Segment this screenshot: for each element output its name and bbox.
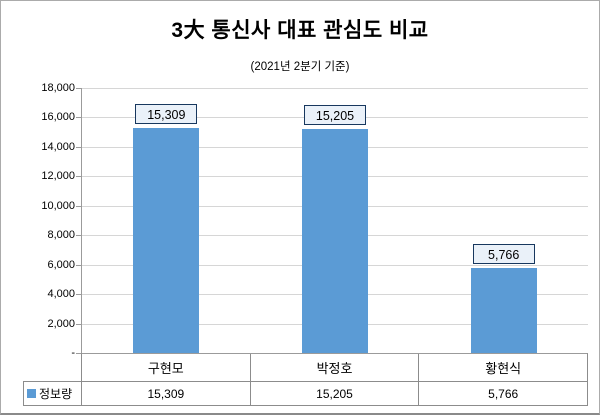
category-cell: 구현모 — [82, 354, 251, 381]
gridline — [82, 88, 588, 89]
chart-subtitle: (2021년 2분기 기준) — [250, 61, 350, 73]
y-axis-label: 4,000 — [47, 288, 75, 301]
y-axis-label: 16,000 — [41, 111, 75, 124]
bar — [302, 129, 368, 353]
plot-area: 15,309 15,205 5,766 — [81, 88, 588, 354]
chart-title: 3大 통신사 대표 관심도 비교 — [171, 19, 429, 42]
y-axis-tick — [76, 88, 81, 89]
y-axis-tick — [76, 264, 81, 266]
value-label: 15,205 — [304, 105, 366, 126]
category-cell: 박정호 — [251, 354, 420, 381]
y-axis-tick — [76, 353, 81, 354]
y-axis-tick — [76, 176, 81, 178]
y-axis-label: 14,000 — [41, 140, 75, 153]
value-cell: 15,309 — [82, 382, 251, 405]
value-cell: 5,766 — [488, 386, 519, 401]
y-axis-tick — [76, 146, 81, 148]
y-axis-label: 12,000 — [41, 170, 75, 183]
y-axis-label: 6,000 — [47, 258, 75, 271]
legend-label: 정보량 — [39, 387, 73, 401]
y-axis-label: - — [71, 347, 75, 359]
value-cell: 15,205 — [251, 382, 420, 405]
value-label: 5,766 — [472, 244, 535, 265]
y-axis-tick — [76, 294, 81, 296]
y-axis-label: 2,000 — [47, 317, 75, 330]
y-axis-tick — [76, 117, 81, 119]
y-axis-label: 18,000 — [41, 82, 75, 94]
y-axis-tick — [76, 235, 81, 237]
y-axis-tick — [76, 323, 81, 325]
bar — [470, 268, 537, 353]
bar — [133, 127, 200, 353]
y-axis-tick — [76, 205, 81, 207]
legend-cell: 정보량 — [24, 382, 82, 405]
y-axis-label: 8,000 — [47, 229, 75, 242]
legend-swatch-icon — [27, 389, 36, 398]
category-cell: 황현식 — [485, 361, 522, 376]
x-axis-category-row: 구현모 박정호 황현식 — [81, 353, 588, 382]
data-table-row: 정보량 15,309 15,205 5,766 — [23, 381, 588, 406]
value-label: 15,309 — [135, 103, 198, 124]
y-axis-label: 10,000 — [41, 199, 75, 212]
